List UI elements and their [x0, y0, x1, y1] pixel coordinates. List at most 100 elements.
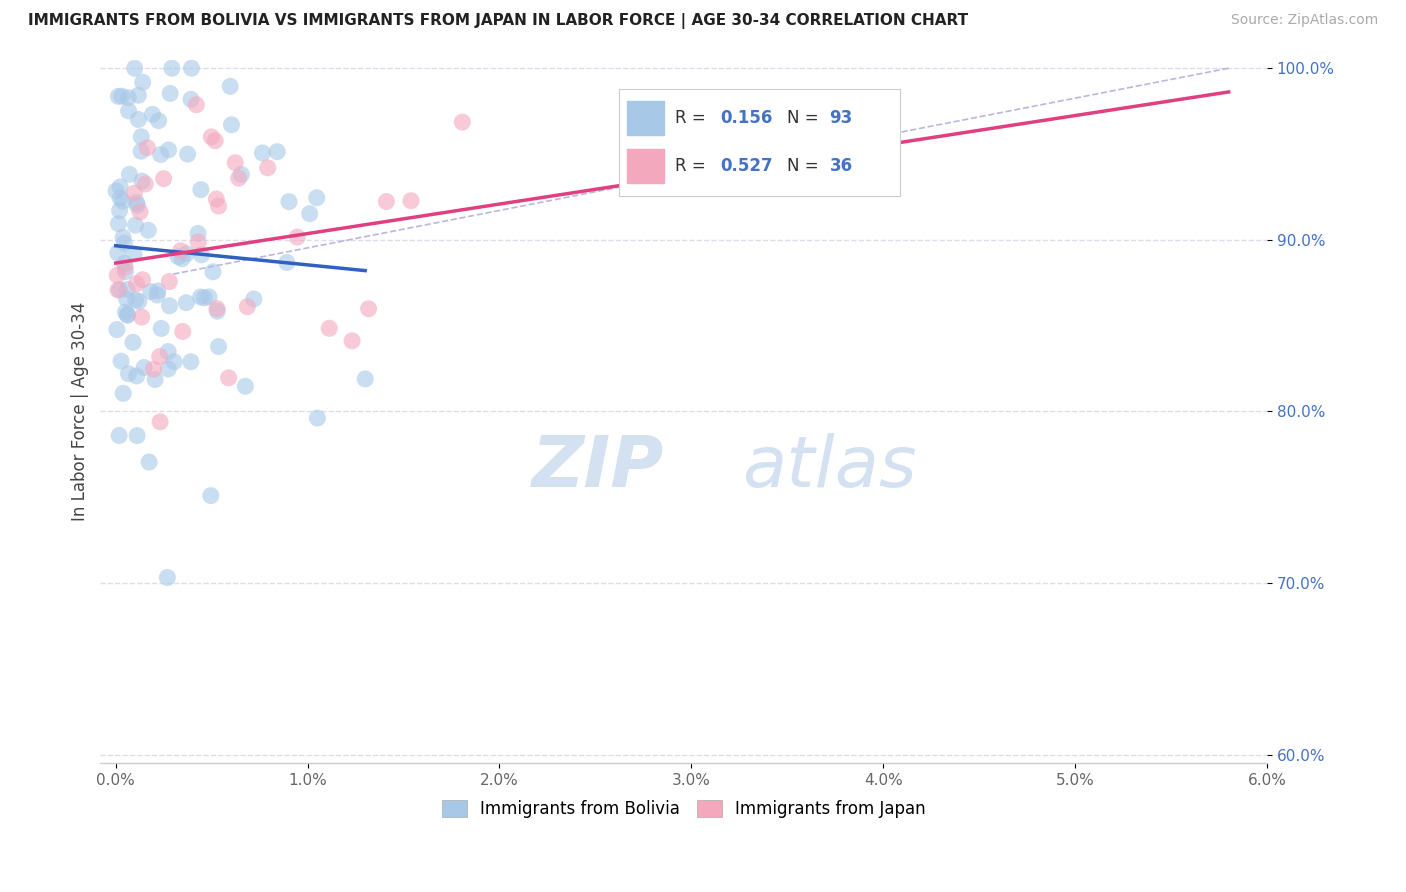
Point — [186, 97, 208, 112]
Point — [190, 290, 212, 304]
Point — [276, 255, 298, 269]
Point — [170, 244, 193, 258]
Point — [231, 168, 253, 182]
Point — [228, 171, 250, 186]
Point — [114, 256, 136, 270]
Point — [112, 386, 135, 401]
Text: atlas: atlas — [742, 434, 917, 502]
Point — [108, 180, 131, 194]
Point — [205, 192, 228, 206]
Point — [200, 489, 222, 503]
Point — [125, 369, 148, 384]
Point — [159, 87, 181, 101]
Point — [149, 147, 172, 161]
Text: 0.156: 0.156 — [720, 109, 772, 127]
Point — [132, 75, 155, 89]
Point — [176, 147, 198, 161]
Point — [127, 198, 149, 212]
Text: R =: R = — [675, 109, 711, 127]
Point — [111, 194, 134, 209]
Point — [157, 362, 180, 376]
Point — [108, 203, 131, 218]
Point — [108, 428, 131, 442]
Point — [190, 183, 212, 197]
Point — [141, 107, 163, 121]
Point — [108, 191, 131, 205]
Point — [110, 354, 132, 368]
Point — [190, 248, 212, 262]
Point — [163, 355, 186, 369]
Point — [357, 301, 380, 316]
Point — [149, 415, 172, 429]
Point — [157, 143, 180, 157]
Point — [266, 145, 288, 159]
FancyBboxPatch shape — [627, 101, 664, 136]
Point — [124, 186, 146, 201]
Point — [117, 282, 139, 296]
Point — [127, 428, 149, 442]
Text: N =: N = — [787, 157, 824, 175]
Point — [107, 283, 129, 297]
Point — [114, 305, 136, 319]
Text: N =: N = — [787, 109, 824, 127]
Point — [221, 118, 243, 132]
Point — [127, 112, 149, 127]
Point — [152, 171, 174, 186]
Point — [149, 350, 172, 364]
Text: IMMIGRANTS FROM BOLIVIA VS IMMIGRANTS FROM JAPAN IN LABOR FORCE | AGE 30-34 CORR: IMMIGRANTS FROM BOLIVIA VS IMMIGRANTS FR… — [28, 13, 969, 29]
Point — [200, 129, 222, 144]
Text: 0.527: 0.527 — [720, 157, 772, 175]
Point — [157, 344, 180, 359]
Point — [278, 194, 301, 209]
Text: 36: 36 — [830, 157, 852, 175]
Point — [148, 113, 170, 128]
Point — [112, 236, 135, 251]
Point — [318, 321, 340, 335]
Point — [243, 292, 266, 306]
Point — [236, 300, 259, 314]
Point — [207, 304, 229, 318]
Point — [187, 235, 209, 249]
Point — [180, 61, 202, 75]
Point — [129, 129, 152, 144]
Point — [125, 277, 148, 291]
Point — [176, 295, 198, 310]
Point — [399, 194, 422, 208]
Point — [108, 283, 131, 297]
Point — [180, 355, 202, 369]
Point — [150, 321, 173, 335]
Point — [105, 184, 128, 198]
Point — [107, 217, 129, 231]
Point — [117, 308, 139, 322]
Point — [219, 79, 242, 94]
Point — [170, 252, 193, 266]
Point — [201, 265, 224, 279]
Point — [105, 322, 128, 336]
Point — [131, 310, 153, 324]
Legend: Immigrants from Bolivia, Immigrants from Japan: Immigrants from Bolivia, Immigrants from… — [434, 794, 932, 825]
Point — [131, 174, 153, 188]
Point — [117, 90, 139, 104]
Point — [124, 218, 146, 232]
Point — [110, 89, 132, 103]
Point — [205, 301, 228, 316]
Point — [117, 103, 139, 118]
FancyBboxPatch shape — [627, 149, 664, 184]
Point — [131, 273, 153, 287]
Point — [112, 230, 135, 244]
Point — [180, 92, 202, 106]
Point — [285, 230, 308, 244]
Text: R =: R = — [675, 157, 711, 175]
Point — [128, 294, 150, 309]
Point — [167, 250, 190, 264]
Point — [107, 246, 129, 260]
Point — [114, 264, 136, 278]
Point — [176, 246, 198, 260]
Point — [129, 204, 152, 219]
Point — [218, 371, 240, 385]
Text: 93: 93 — [830, 109, 853, 127]
Point — [157, 275, 180, 289]
Point — [129, 145, 152, 159]
Point — [136, 223, 159, 237]
Point — [146, 284, 169, 298]
